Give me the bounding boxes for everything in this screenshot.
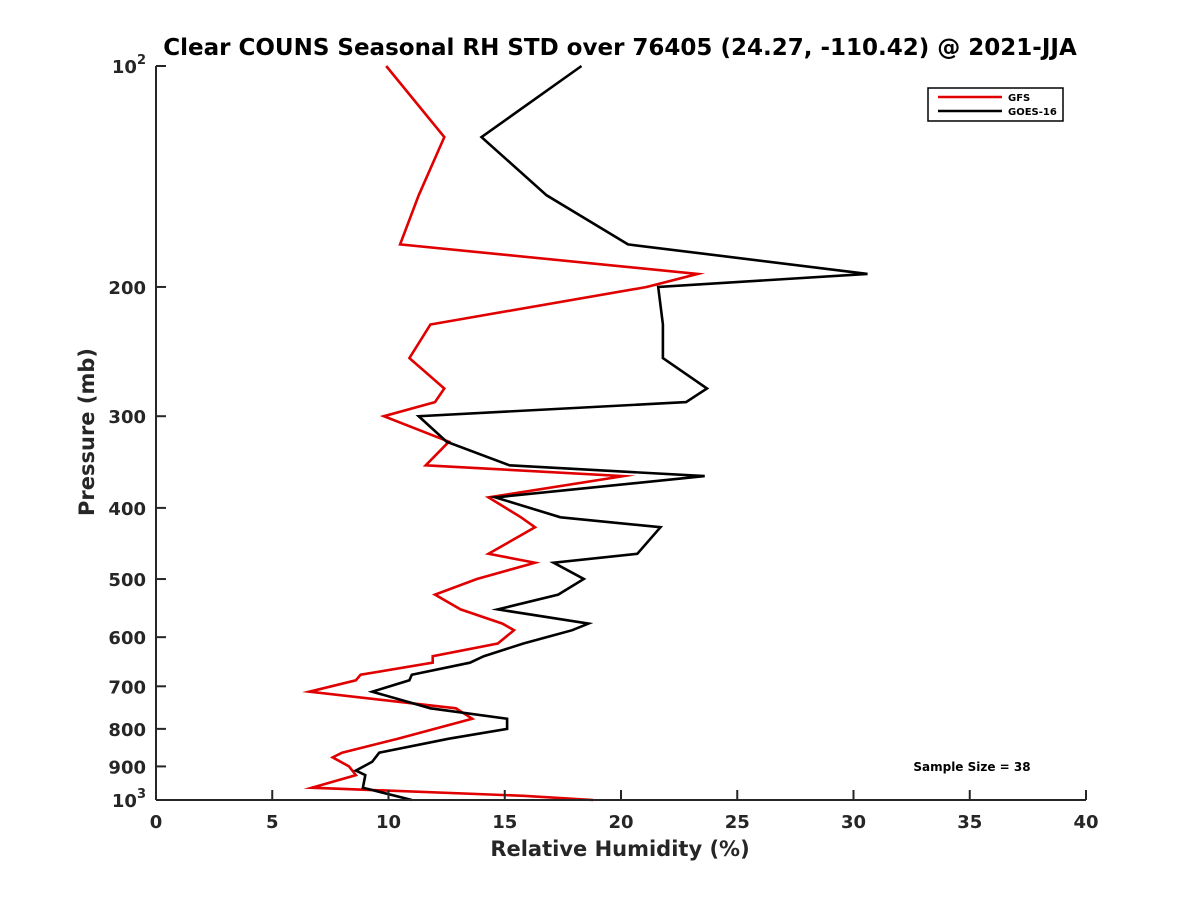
y-ticks: 102 200 300 400 500 600 700 800 900 103 — [108, 53, 166, 812]
x-tick-label: 15 — [492, 812, 517, 833]
y-tick-label: 400 — [108, 499, 146, 520]
y-tick-label: 500 — [108, 570, 146, 591]
y-tick-label: 800 — [108, 720, 146, 741]
x-tick-label: 5 — [266, 812, 279, 833]
x-tick-label: 25 — [725, 812, 750, 833]
y-tick-label: 600 — [108, 628, 146, 649]
sample-size-annotation: Sample Size = 38 — [913, 760, 1030, 774]
legend-box — [927, 87, 1064, 122]
y-tick-label: 102 — [112, 53, 146, 78]
chart-title: Clear COUNS Seasonal RH STD over 76405 (… — [163, 35, 1077, 61]
y-tick-label: 103 — [112, 787, 146, 812]
legend: GFS GOES-16 — [927, 87, 1064, 122]
legend-label-goes16: GOES-16 — [1008, 107, 1057, 118]
y-axis-label: Pressure (mb) — [75, 348, 99, 516]
x-tick-label: 40 — [1073, 812, 1098, 833]
x-tick-label: 20 — [608, 812, 633, 833]
x-tick-label: 10 — [376, 812, 401, 833]
y-tick-label: 700 — [108, 677, 146, 698]
x-axis-label: Relative Humidity (%) — [490, 837, 749, 861]
x-tick-label: 30 — [841, 812, 866, 833]
y-tick-label: 300 — [108, 407, 146, 428]
x-tick-label: 35 — [957, 812, 982, 833]
legend-label-gfs: GFS — [1008, 93, 1030, 104]
x-ticks: 0 5 10 15 20 25 30 35 40 — [150, 790, 1099, 833]
series-line-gfs — [302, 65, 706, 802]
y-tick-label: 200 — [108, 278, 146, 299]
y-tick-label: 900 — [108, 757, 146, 778]
series-line-goes16 — [353, 64, 868, 802]
x-tick-label: 0 — [150, 812, 163, 833]
series-layer — [302, 64, 868, 802]
